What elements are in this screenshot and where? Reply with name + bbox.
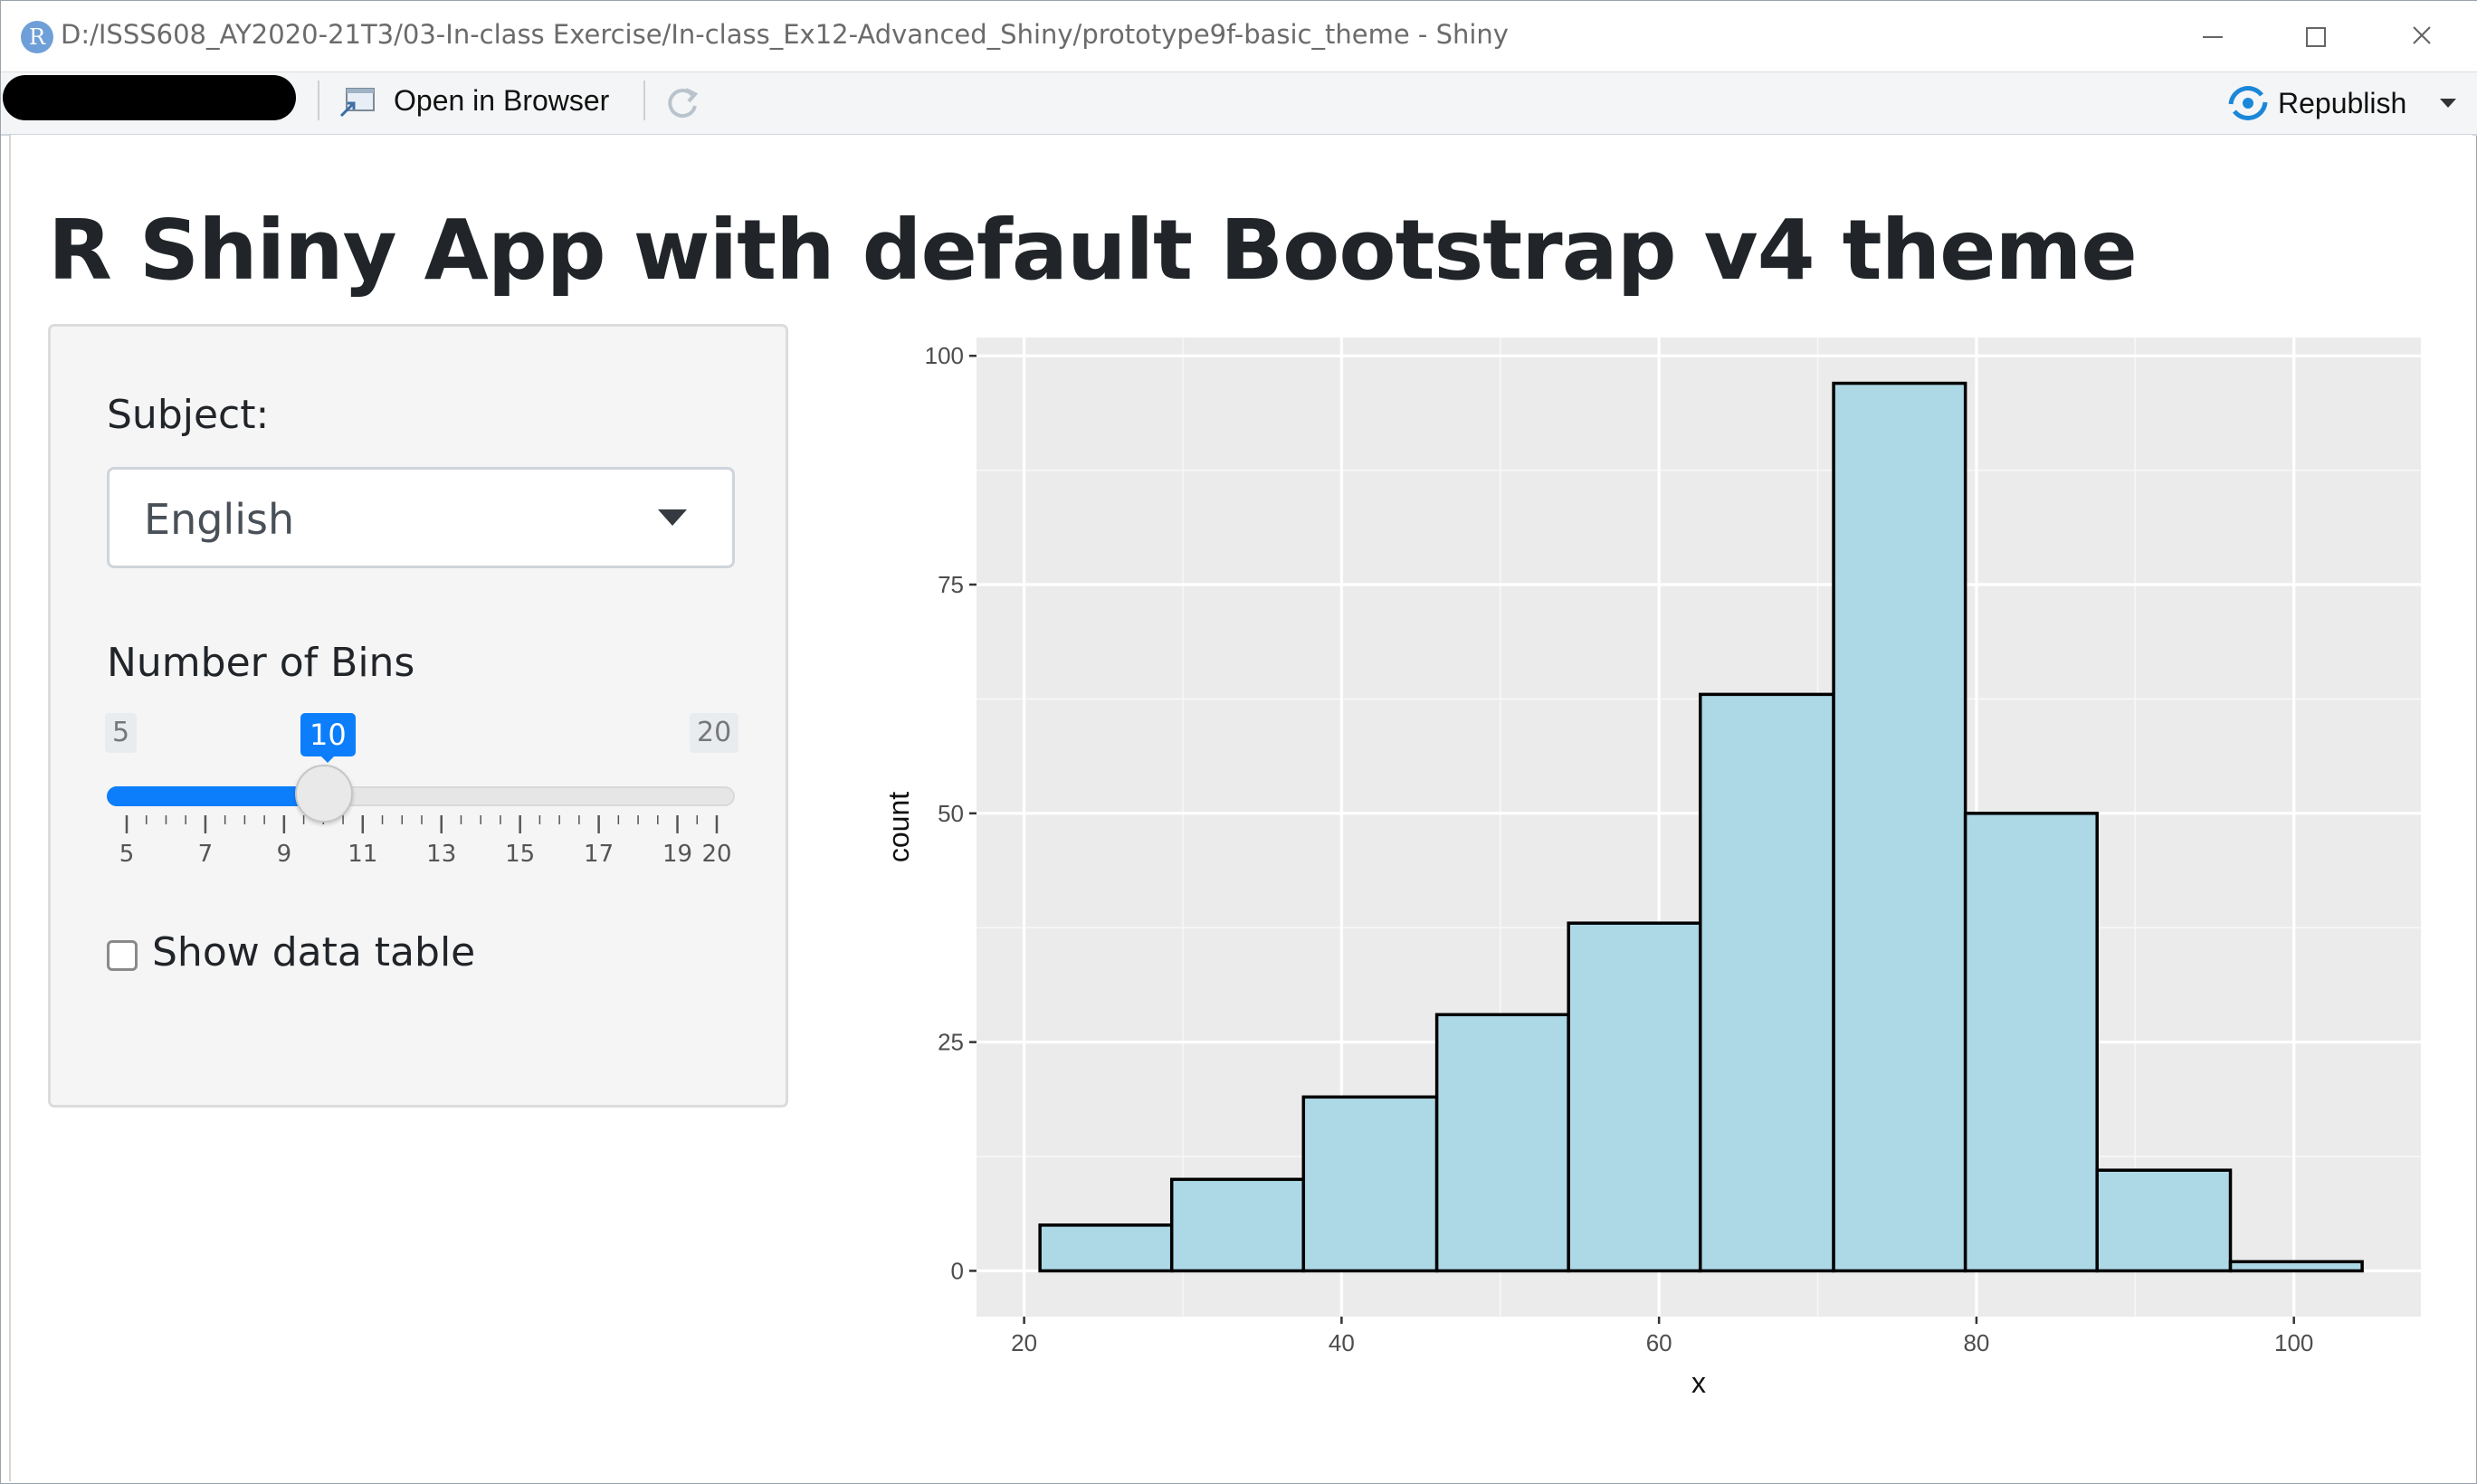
minimize-button[interactable] xyxy=(2177,14,2250,59)
maximize-icon xyxy=(2306,27,2326,47)
slider-tick-label: 17 xyxy=(584,841,614,868)
republish-dropdown-caret-icon[interactable] xyxy=(2440,99,2456,108)
slider-ticks xyxy=(125,815,719,833)
r-app-icon: R xyxy=(21,21,53,53)
chevron-down-icon xyxy=(658,509,687,526)
y-tick-label: 50 xyxy=(938,800,964,827)
y-tick-label: 75 xyxy=(938,571,964,598)
bins-slider-handle[interactable] xyxy=(295,765,353,823)
redacted-region xyxy=(3,75,296,120)
subject-select-value: English xyxy=(144,495,295,544)
slider-min-label: 5 xyxy=(105,713,138,753)
minimize-icon xyxy=(2203,36,2223,38)
show-data-table-label[interactable]: Show data table xyxy=(152,929,476,975)
slider-tick-label: 19 xyxy=(662,841,693,868)
histogram-bar xyxy=(1963,812,2099,1273)
histogram-bar xyxy=(2095,1168,2233,1273)
x-tick-label: 60 xyxy=(1646,1329,1672,1356)
histogram-bar xyxy=(1567,921,1702,1273)
y-tick-label: 25 xyxy=(938,1029,964,1056)
x-tick-label: 20 xyxy=(1011,1329,1037,1356)
maximize-button[interactable] xyxy=(2280,14,2352,59)
histogram-bar xyxy=(1434,1013,1570,1273)
slider-tick-label: 13 xyxy=(426,841,457,868)
slider-value-badge: 10 xyxy=(300,713,356,763)
histogram-bar xyxy=(1038,1223,1174,1273)
close-button[interactable] xyxy=(2386,14,2458,59)
refresh-icon[interactable] xyxy=(662,82,703,124)
page-title: R Shiny App with default Bootstrap v4 th… xyxy=(48,202,2138,299)
slider-tick-label: 20 xyxy=(701,841,732,868)
histogram-plot: 20 40 60 80 100 0 25 50 75 100 x count xyxy=(882,338,2421,1399)
publish-icon xyxy=(2228,86,2268,120)
toolbar-divider xyxy=(643,81,645,120)
histogram-bar xyxy=(1832,381,1967,1273)
slider-tick-label: 9 xyxy=(276,841,292,868)
toolbar-divider xyxy=(318,81,319,120)
x-tick-label: 40 xyxy=(1329,1329,1355,1356)
close-icon xyxy=(2413,26,2431,44)
show-data-table-checkbox[interactable] xyxy=(107,940,138,971)
open-in-browser-button[interactable]: Open in Browser xyxy=(394,84,610,117)
histogram-bar xyxy=(1301,1095,1439,1273)
slider-tick-label: 5 xyxy=(119,841,135,868)
histogram-bar xyxy=(1169,1177,1306,1273)
republish-label: Republish xyxy=(2278,86,2407,119)
slider-tick-label: 11 xyxy=(348,841,378,868)
open-in-browser-icon[interactable] xyxy=(338,87,377,119)
x-axis-title: x xyxy=(1691,1366,1706,1399)
x-tick-label: 80 xyxy=(1963,1329,1989,1356)
subject-select[interactable]: English xyxy=(107,467,735,568)
bins-slider-fill xyxy=(107,786,328,806)
bins-label: Number of Bins xyxy=(107,640,415,686)
republish-button[interactable]: Republish xyxy=(2225,81,2406,126)
y-tick-label: 100 xyxy=(925,342,964,369)
subject-label: Subject: xyxy=(107,392,270,438)
y-axis-title: count xyxy=(882,792,915,862)
slider-tick-label: 15 xyxy=(505,841,536,868)
histogram-bar xyxy=(2228,1260,2364,1273)
y-tick-label: 0 xyxy=(951,1257,964,1284)
sidebar-panel: Subject: English Number of Bins 5 20 10 … xyxy=(48,324,788,1108)
histogram-bar xyxy=(1699,692,1835,1273)
slider-max-label: 20 xyxy=(690,713,739,753)
x-tick-label: 100 xyxy=(2274,1329,2313,1356)
window-title: D:/ISSS608_AY2020-21T3/03-In-class Exerc… xyxy=(61,19,1509,50)
slider-tick-label: 7 xyxy=(197,841,214,868)
title-bar: R D:/ISSS608_AY2020-21T3/03-In-class Exe… xyxy=(1,1,2477,72)
